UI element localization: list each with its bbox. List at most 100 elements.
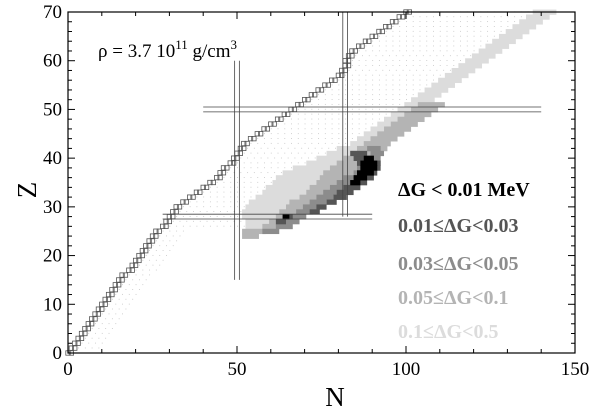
dot-cell [406, 35, 407, 37]
dot-cell [257, 138, 259, 139]
dot-cell [270, 152, 272, 154]
dot-cell [257, 186, 259, 188]
dot-cell [253, 157, 255, 159]
dot-cell [253, 147, 255, 149]
drip-square [271, 121, 277, 127]
dot-cell [385, 94, 387, 96]
dot-cell [209, 186, 211, 188]
band-cell [329, 165, 361, 171]
dot-cell [257, 152, 259, 154]
dot-cell [311, 103, 313, 105]
dot-cell [223, 186, 225, 188]
dot-cell [311, 133, 313, 135]
drip-square [82, 330, 88, 337]
dot-cell [372, 79, 374, 81]
dot-cell [351, 60, 353, 62]
dot-cell [406, 60, 407, 62]
drip-square [190, 194, 196, 200]
dot-cell [419, 74, 421, 76]
dot-cell [412, 30, 414, 32]
dot-cell [277, 152, 279, 154]
dot-cell [436, 69, 438, 71]
drip-square [119, 272, 125, 278]
drip-square [105, 296, 112, 303]
drip-square [99, 306, 105, 312]
dot-cell [331, 94, 333, 96]
dot-cell [166, 235, 167, 237]
dot-cell [345, 79, 347, 81]
band-cell [323, 189, 344, 196]
drip-square [247, 136, 254, 142]
dot-cell [365, 108, 367, 110]
drip-square [82, 326, 88, 332]
dot-cell [331, 84, 333, 86]
dot-cell [243, 206, 245, 208]
dot-cell [385, 30, 387, 32]
drip-square [278, 116, 284, 122]
dot-cell [372, 118, 374, 120]
dot-cell [267, 147, 269, 149]
dot-cell [169, 250, 171, 251]
drip-square [129, 262, 135, 268]
drip-square [89, 321, 95, 327]
dot-cell [419, 26, 421, 27]
dot-cell [324, 118, 326, 120]
dot-cell [237, 181, 238, 183]
dot-cell [500, 21, 502, 23]
dot-cell [362, 55, 363, 57]
dot-cell [392, 45, 394, 47]
legend-entry: 0.05≤ΔG<0.1 [398, 287, 508, 309]
dot-cell [240, 157, 242, 159]
density-annotation-prefix: ρ = 3.7 10 [98, 41, 175, 62]
dot-cell [399, 35, 401, 37]
dot-cell [280, 147, 282, 149]
dot-cell [507, 26, 509, 27]
dot-cell [250, 167, 252, 169]
dot-cell [372, 64, 374, 66]
drip-square [193, 189, 200, 195]
dot-cell [473, 21, 475, 23]
dot-cell [355, 69, 357, 71]
dot-cell [392, 103, 394, 105]
dot-cell [406, 40, 407, 42]
drip-square [129, 267, 135, 273]
dot-cell [338, 108, 340, 110]
legend-entry: 0.1≤ΔG<0.5 [398, 321, 498, 343]
dot-cell [159, 254, 161, 256]
dot-cell [260, 172, 262, 174]
dot-cell [304, 142, 306, 144]
dot-cell [155, 240, 157, 242]
dot-cell [243, 167, 245, 169]
dot-cell [399, 103, 401, 105]
band-cell [302, 204, 320, 210]
dot-cell [149, 259, 151, 261]
band-cell [492, 38, 516, 45]
drip-square [72, 345, 78, 351]
dot-cell [331, 113, 333, 115]
dot-cell [385, 40, 387, 42]
dot-cell [487, 35, 489, 37]
band-cell [309, 199, 327, 205]
dot-cell [365, 123, 367, 125]
drip-square [122, 272, 129, 278]
dot-cell [186, 220, 188, 222]
dot-cell [169, 225, 171, 227]
dot-cell [328, 147, 330, 149]
band-cell [262, 189, 310, 196]
drip-square [362, 38, 369, 44]
dot-cell [507, 16, 509, 18]
dot-cell [338, 103, 340, 105]
dot-cell [419, 40, 421, 42]
dot-cell [142, 259, 144, 261]
dot-cell [230, 191, 232, 193]
dot-cell [179, 235, 181, 237]
dot-cell [426, 64, 428, 66]
dot-cell [406, 89, 407, 91]
drip-square [383, 24, 389, 30]
dot-cell [331, 99, 333, 100]
dot-cell [179, 211, 181, 213]
dot-cell [351, 94, 353, 96]
dot-cell [331, 108, 333, 110]
dot-cell [466, 35, 468, 37]
dot-cell [291, 133, 292, 135]
